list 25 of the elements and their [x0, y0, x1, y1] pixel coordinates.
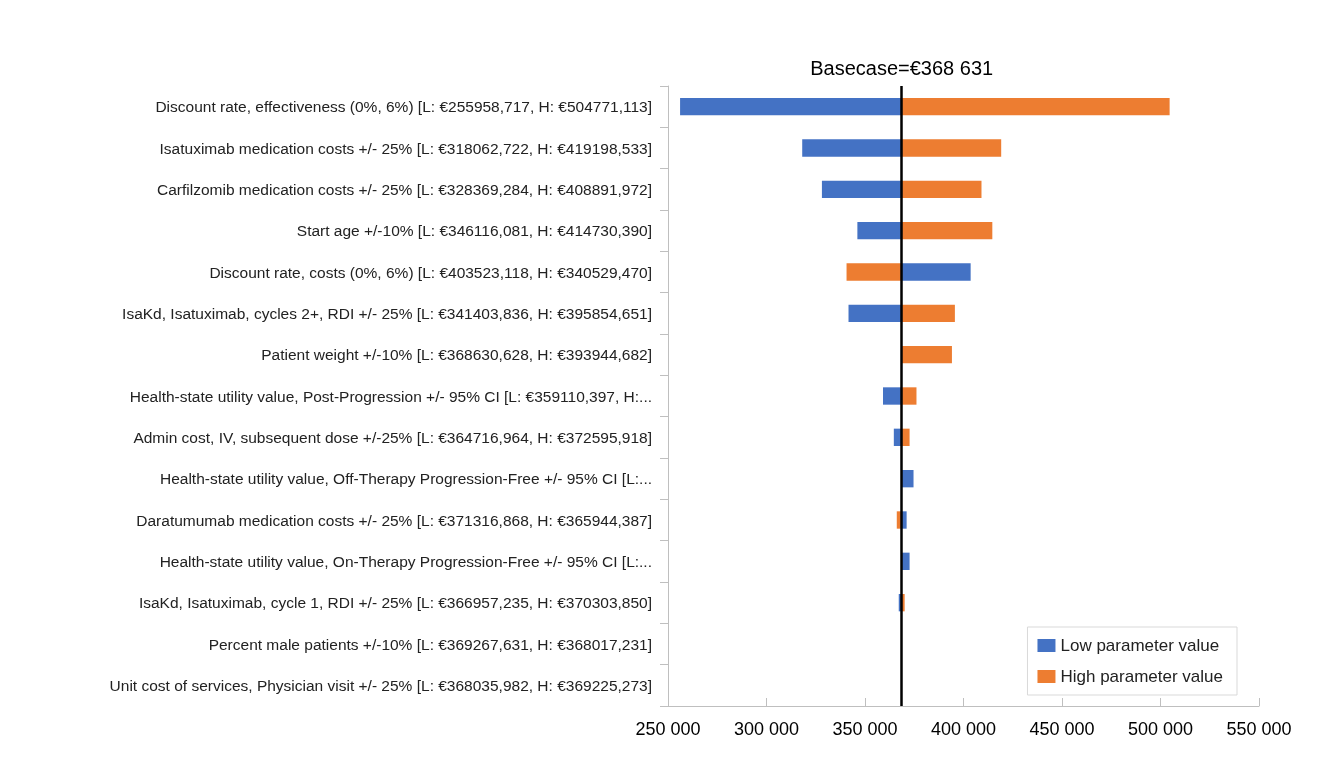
y-tick-label: Patient weight +/-10% [L: €368630,628, H: €393944,682] — [261, 346, 652, 364]
y-tick-label: Isatuximab medication costs +/- 25% [L: €318062,722, H: €419198,533] — [159, 139, 652, 157]
y-tick-label: Health-state utility value, Post-Progression +/- 95% CI [L: €359110,397, H:... — [129, 387, 652, 405]
y-tick-label: Unit cost of services, Physician visit +/- 25% [L: €368035,982, H: €369225,273] — [109, 676, 652, 694]
y-tick-label: IsaKd, Isatuximab, cycle 1, RDI +/- 25% [L: €366957,235, H: €370303,850] — [138, 594, 652, 612]
x-tick-label: 500 000 — [1127, 719, 1194, 739]
y-tick-label: Discount rate, costs (0%, 6%) [L: €403523,118, H: €340529,470] — [209, 263, 652, 281]
y-tick-label: Discount rate, effectiveness (0%, 6%) [L: €255958,717, H: €504771,113] — [155, 98, 652, 116]
ref-line-label: Basecase=€368 631 — [810, 57, 994, 79]
legend-label: High parameter value — [1060, 667, 1223, 686]
y-tick-label: Health-state utility value, Off-Therapy Progression-Free +/- 95% CI [L:... — [159, 470, 652, 488]
x-tick-label: 250 000 — [635, 719, 701, 739]
y-tick-label: Daratumumab medication costs +/- 25% [L: €371316,868, H: €365944,387] — [136, 511, 652, 529]
y-tick-label: Start age +/-10% [L: €346116,081, H: €414730,390] — [296, 222, 652, 240]
y-tick-label: Admin cost, IV, subsequent dose +/-25% [L: €364716,964, H: €372595,918] — [133, 428, 652, 446]
x-tick-label: 300 000 — [733, 719, 800, 739]
legend-label: Low parameter value — [1060, 636, 1220, 655]
x-tick-label: 450 000 — [1029, 719, 1095, 739]
x-tick-label: 550 000 — [1226, 719, 1292, 739]
y-tick-label: Carfilzomib medication costs +/- 25% [L: €328369,284, H: €408891,972] — [156, 180, 652, 198]
x-tick-label: 350 000 — [832, 719, 898, 739]
y-tick-label: Health-state utility value, On-Therapy Progression-Free +/- 95% CI [L:... — [159, 552, 652, 570]
y-tick-label: Percent male patients +/-10% [L: €369267,631, H: €368017,231] — [208, 635, 652, 653]
x-tick-label: 400 000 — [930, 719, 997, 739]
y-tick-label: IsaKd, Isatuximab, cycles 2+, RDI +/- 25% [L: €341403,836, H: €395854,651] — [122, 304, 652, 322]
